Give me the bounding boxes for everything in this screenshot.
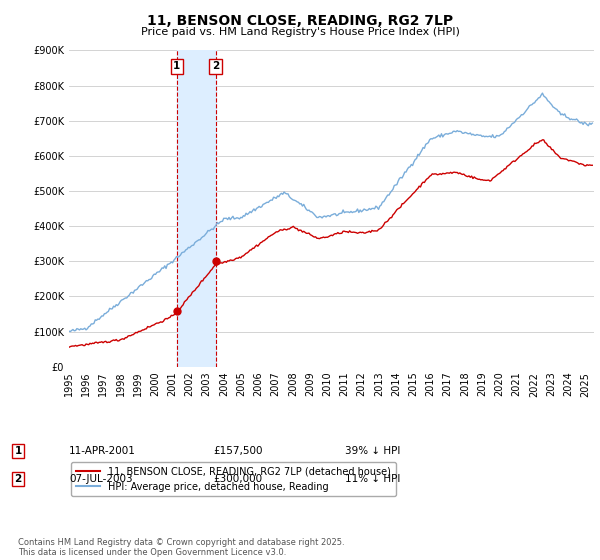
Text: 2: 2	[14, 474, 22, 484]
Text: 07-JUL-2003: 07-JUL-2003	[69, 474, 133, 484]
Text: 2: 2	[212, 61, 219, 71]
Text: 1: 1	[14, 446, 22, 456]
Text: 11, BENSON CLOSE, READING, RG2 7LP: 11, BENSON CLOSE, READING, RG2 7LP	[147, 14, 453, 28]
Text: 1: 1	[173, 61, 181, 71]
Legend: 11, BENSON CLOSE, READING, RG2 7LP (detached house), HPI: Average price, detache: 11, BENSON CLOSE, READING, RG2 7LP (deta…	[71, 462, 396, 496]
Text: 11-APR-2001: 11-APR-2001	[69, 446, 136, 456]
Text: £300,000: £300,000	[213, 474, 262, 484]
Bar	[177, 50, 215, 367]
Text: 39% ↓ HPI: 39% ↓ HPI	[345, 446, 400, 456]
Text: Contains HM Land Registry data © Crown copyright and database right 2025.
This d: Contains HM Land Registry data © Crown c…	[18, 538, 344, 557]
Text: Price paid vs. HM Land Registry's House Price Index (HPI): Price paid vs. HM Land Registry's House …	[140, 27, 460, 37]
Text: 11% ↓ HPI: 11% ↓ HPI	[345, 474, 400, 484]
Text: £157,500: £157,500	[213, 446, 263, 456]
